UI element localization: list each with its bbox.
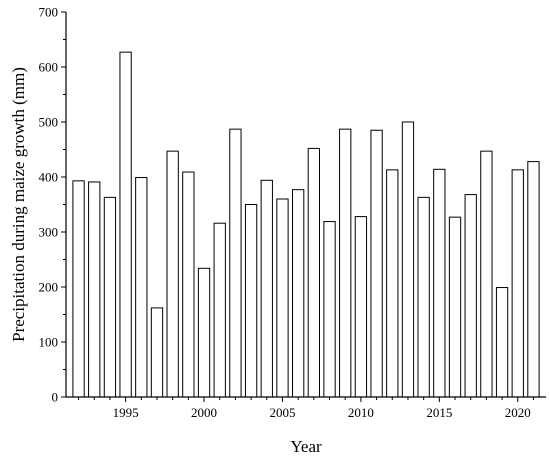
x-tick-label: 2005 — [269, 405, 295, 420]
y-tick-label: 0 — [52, 390, 59, 405]
bar-1999 — [182, 171, 195, 398]
x-tick-label: 2020 — [505, 405, 531, 420]
bar-2008 — [323, 221, 336, 398]
bar-2001 — [213, 222, 226, 398]
bar-2015 — [433, 168, 446, 398]
y-tick-label: 200 — [39, 280, 59, 295]
x-axis-title: Year — [290, 437, 322, 456]
x-tick-label: 2010 — [348, 405, 374, 420]
y-tick-label: 700 — [39, 5, 59, 20]
x-tick-label: 2015 — [426, 405, 452, 420]
bar-2011 — [370, 129, 383, 398]
bar-2020 — [511, 169, 524, 398]
bars-group — [72, 51, 540, 398]
bar-1997 — [150, 307, 164, 398]
y-tick-label: 100 — [39, 335, 59, 350]
bar-1992 — [72, 180, 85, 398]
bar-2021 — [527, 161, 540, 398]
bar-2000 — [197, 267, 211, 398]
y-ticks: 0 100 200 300 400 500 600 700 — [39, 5, 66, 405]
bar-2013 — [401, 121, 415, 398]
bar-2016 — [448, 216, 462, 398]
bar-2007 — [307, 147, 320, 398]
y-tick-label: 500 — [39, 115, 59, 130]
x-ticks: 1995 2000 2005 2010 2015 2020 — [78, 397, 534, 420]
bar-2012 — [386, 169, 399, 398]
bar-2002 — [229, 128, 242, 398]
bar-2014 — [417, 196, 430, 398]
y-axis-title: Precipitation during maize growth (mm) — [9, 67, 28, 342]
bar-1996 — [135, 177, 148, 398]
y-tick-label: 300 — [39, 225, 59, 240]
x-tick-label: 1995 — [113, 405, 139, 420]
x-tick-label: 2000 — [191, 405, 217, 420]
bar-2003 — [244, 204, 258, 398]
bar-2006 — [292, 189, 305, 398]
bar-1998 — [166, 150, 179, 398]
bar-1995 — [119, 51, 132, 398]
bar-2009 — [339, 128, 352, 398]
bar-2018 — [480, 150, 493, 398]
bar-1993 — [88, 181, 101, 398]
bar-1994 — [103, 196, 117, 398]
y-tick-label: 400 — [39, 170, 59, 185]
bar-2004 — [260, 179, 273, 398]
bar-2010 — [354, 216, 368, 398]
bar-2005 — [276, 198, 289, 398]
y-tick-label: 600 — [39, 60, 59, 75]
bar-2019 — [495, 287, 509, 398]
bar-2017 — [464, 194, 477, 398]
